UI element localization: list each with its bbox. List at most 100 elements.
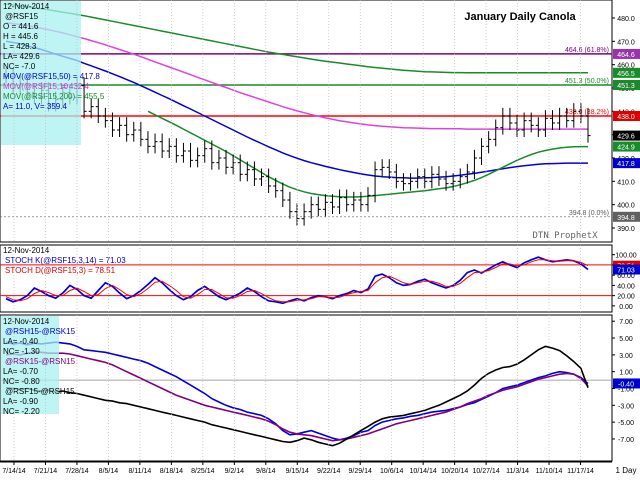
y-tick-label: -5.00 — [618, 420, 634, 427]
y-tick-label: 5.00 — [619, 336, 633, 343]
x-tick-label: 8/5/14 — [99, 468, 119, 475]
chart-title: January Daily Canola — [464, 11, 576, 23]
fib-label: 438.0 (38.2%) — [565, 109, 609, 116]
ma50-line — [5, 40, 588, 179]
x-tick-label: 9/8/14 — [256, 468, 276, 475]
axis-tag-label: 456.5 — [617, 71, 635, 78]
axis-tag — [613, 48, 640, 59]
stochastic-info-box: 12-Nov-2014 STOCH K(@RSF15,3,14) = 71.03… — [3, 246, 126, 275]
axis-tag-label: 451.3 — [617, 83, 635, 90]
spread2-line — [5, 351, 589, 442]
spread-y-axis: -7.00 -5.00 -3.00 -1.00 1.00 3.00 5.00 7.00 — [612, 319, 634, 444]
axis-tag-label: 417.8 — [617, 161, 635, 168]
stoch-k-line — [5, 256, 589, 305]
axis-tag — [613, 67, 640, 78]
y-tick-label: 40.00 — [617, 283, 635, 290]
spread2-last: LA= -0.70 — [3, 367, 38, 376]
x-tick-label: 9/15/14 — [286, 468, 309, 475]
axis-tag — [613, 141, 640, 152]
price-panel[interactable]: 464.6 (61.8%) 451.3 (50.0%) 438.0 (38.2%) 3… — [0, 0, 640, 243]
fib-label: 464.6 (61.8%) — [565, 47, 609, 54]
spread-lines — [5, 341, 589, 447]
spread-axis-tags: -0.40 — [613, 378, 640, 389]
info-open: O = 441.6 — [3, 22, 39, 31]
spread1-last: LA= -0.40 — [3, 337, 38, 346]
x-tick-label: 7/21/14 — [34, 468, 57, 475]
ma200-line — [5, 3, 588, 74]
watermark: DTN ProphetX — [532, 231, 598, 241]
y-tick-label: -1.00 — [618, 387, 634, 394]
info-mov100-value: = 432.4 — [62, 82, 89, 91]
x-tick-label: 7/14/14 — [2, 468, 25, 475]
stoch-date: 12-Nov-2014 — [3, 246, 50, 255]
axis-tag — [613, 130, 640, 141]
x-tick-label: 10/14/14 — [410, 468, 437, 475]
stochastic-axis-tags: 78.5171.03 — [613, 260, 640, 275]
spread-date: 12-Nov-2014 — [3, 317, 50, 326]
info-mov50: MOV(@RSF15,50) = 417.8 — [3, 72, 100, 81]
x-tick-label: 11/17/14 — [567, 468, 594, 475]
spread2-label: @RSK15-@RSN15 — [5, 357, 76, 366]
axis-tag-label: 424.9 — [617, 145, 635, 152]
y-tick-label: 60.00 — [617, 273, 635, 280]
x-tick-label: 7/28/14 — [65, 468, 88, 475]
stochastic-lines — [5, 256, 589, 305]
axis-tag — [613, 264, 640, 275]
x-tick-label: 9/29/14 — [349, 468, 372, 475]
x-tick-label: 9/22/14 — [317, 468, 340, 475]
info-symbol: @RSF15 — [5, 12, 39, 21]
y-tick-label: 460.0 — [617, 63, 635, 70]
axis-tag-label: 394.8 — [617, 215, 635, 222]
axis-tag-label: 71.03 — [617, 268, 635, 275]
axis-tag-label: 464.6 — [617, 52, 635, 59]
info-net-change: NC= -7.0 — [3, 62, 36, 71]
y-tick-label: 100.00 — [615, 253, 637, 260]
x-tick-label: 10/27/14 — [472, 468, 499, 475]
info-high: H = 445.6 — [3, 32, 38, 41]
stoch-d-line — [5, 259, 589, 303]
y-tick-label: -3.00 — [618, 403, 634, 410]
axis-tag-label: 429.6 — [617, 134, 635, 141]
y-tick-label: 480.0 — [617, 16, 635, 23]
y-tick-label: 390.0 — [617, 226, 635, 233]
stoch-k-label: STOCH K(@RSF15,3,14) = 71.03 — [5, 256, 126, 265]
x-tick-label: 8/25/14 — [191, 468, 214, 475]
axis-tag-label: 438.0 — [617, 114, 635, 121]
spread2-change: NC= -0.80 — [3, 377, 40, 386]
ma100-line — [5, 21, 588, 130]
stoch-d-label: STOCH D(@RSF15,3) = 78.51 — [5, 266, 116, 275]
spread3-label: @RSF15-@RSH15 — [5, 387, 75, 396]
x-tick-label: 10/20/14 — [441, 468, 468, 475]
y-tick-label: 400.0 — [617, 203, 635, 210]
x-tick-label: 8/11/14 — [128, 468, 151, 475]
spread3-last: LA= -0.90 — [3, 397, 38, 406]
fib-label: 451.3 (50.0%) — [565, 78, 609, 85]
axis-tag — [613, 79, 640, 90]
x-tick-label: 11/10/14 — [536, 468, 563, 475]
info-mov200: MOV(@RSF15,200) = 455.5 — [3, 92, 105, 101]
info-date: 12-Nov-2014 — [3, 2, 50, 11]
axis-tag-label: -0.40 — [618, 381, 634, 388]
y-tick-label: 3.00 — [619, 353, 633, 360]
spread-panel[interactable]: -7.00 -5.00 -3.00 -1.00 1.00 3.00 5.00 7.00 -0.… — [0, 314, 640, 462]
y-tick-label: 1.00 — [619, 370, 633, 377]
axis-tag — [613, 378, 640, 389]
info-last: LA= 429.6 — [3, 52, 40, 61]
y-tick-label: -7.00 — [618, 437, 634, 444]
axis-tag — [613, 211, 640, 222]
axis-tag — [613, 158, 640, 169]
spread3-change: NC= -2.20 — [3, 407, 40, 416]
spread3-line — [5, 345, 589, 447]
x-tick-label: 8/18/14 — [160, 468, 183, 475]
x-tick-label: 11/3/14 — [506, 468, 529, 475]
axis-tag — [613, 111, 640, 121]
price-axis-tags: 464.6 456.5 451.3 438.0 429.6 424.9 417.8 394.8 — [613, 48, 640, 222]
x-tick-label: 10/6/14 — [380, 468, 403, 475]
fib-label: 394.8 (0.0%) — [569, 210, 609, 217]
price-info-box: 12-Nov-2014 @RSF15 O = 441.6 H = 445.6 L… — [1, 1, 105, 145]
spread-info-box: 12-Nov-2014 @RSH15-@RSK15 LA= -0.40 NC= … — [1, 316, 76, 416]
y-tick-label: 20.00 — [617, 294, 635, 301]
